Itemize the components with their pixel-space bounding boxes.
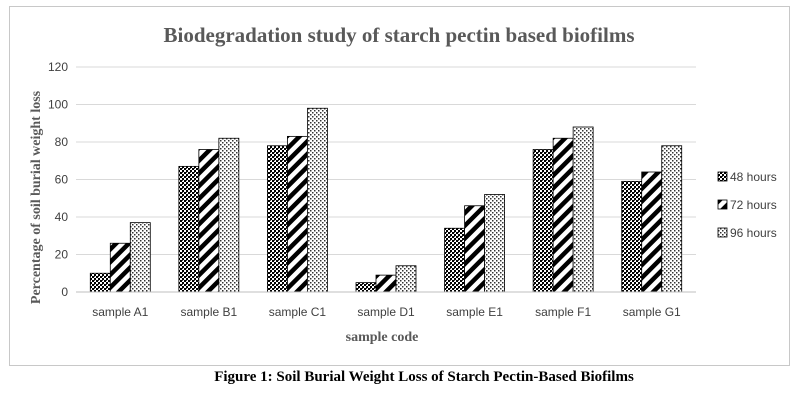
y-tick-label: 20 xyxy=(55,248,69,262)
y-axis-label: Percentage of soil burial weight loss xyxy=(29,90,44,304)
x-tick-label: sample G1 xyxy=(623,305,681,319)
bar-chart: Biodegradation study of starch pectin ba… xyxy=(29,23,777,345)
bar-48-hours-sample-B1 xyxy=(178,165,200,293)
bar-72-hours-sample-B1 xyxy=(198,149,220,293)
bar-72-hours-sample-A1 xyxy=(109,242,131,293)
x-tick-label: sample D1 xyxy=(357,305,415,319)
bar-72-hours-sample-D1 xyxy=(375,274,397,293)
legend-label: 72 hours xyxy=(730,198,777,212)
x-tick-label: sample A1 xyxy=(92,305,148,319)
y-tick-label: 60 xyxy=(55,173,69,187)
gridlines xyxy=(76,66,696,255)
x-tick-label: sample C1 xyxy=(269,305,327,319)
bar-48-hours-sample-A1 xyxy=(89,272,111,293)
x-tick-label: sample F1 xyxy=(535,305,591,319)
bar-72-hours-sample-E1 xyxy=(464,205,485,293)
bar-96-hours-sample-B1 xyxy=(218,137,240,293)
x-tick-label: sample B1 xyxy=(181,305,238,319)
y-tick-label: 40 xyxy=(55,210,69,224)
legend-swatch xyxy=(717,171,728,182)
x-tick-label: sample E1 xyxy=(446,305,503,319)
figure-caption: Figure 1: Soil Burial Weight Loss of Sta… xyxy=(214,369,634,385)
legend-label: 96 hours xyxy=(730,226,777,240)
chart-title: Biodegradation study of starch pectin ba… xyxy=(164,23,635,47)
legend-label: 48 hours xyxy=(730,170,777,184)
bar-48-hours-sample-G1 xyxy=(621,180,643,293)
x-axis-ticks: sample A1 sample B1 sample C1 sample D1 samp… xyxy=(92,305,681,319)
bar-72-hours-sample-F1 xyxy=(552,137,574,293)
bar-48-hours-sample-D1 xyxy=(355,282,377,293)
bar-96-hours-sample-G1 xyxy=(661,145,683,293)
bar-96-hours-sample-A1 xyxy=(129,222,151,293)
bar-96-hours-sample-D1 xyxy=(395,265,417,293)
legend-swatch xyxy=(717,227,728,238)
x-axis-label: sample code xyxy=(346,330,419,345)
y-tick-label: 100 xyxy=(48,98,68,112)
bar-96-hours-sample-C1 xyxy=(307,107,328,293)
y-axis-ticks: 0 20 40 60 80 100 120 xyxy=(48,60,68,299)
legend-swatch xyxy=(717,199,728,210)
bar-72-hours-sample-G1 xyxy=(641,171,663,293)
bar-48-hours-sample-C1 xyxy=(267,145,288,293)
bar-96-hours-sample-F1 xyxy=(572,126,594,293)
y-tick-label: 80 xyxy=(55,135,69,149)
bar-series xyxy=(89,107,683,293)
bar-48-hours-sample-F1 xyxy=(532,149,554,293)
y-tick-label: 0 xyxy=(61,285,68,299)
bar-96-hours-sample-E1 xyxy=(484,194,505,293)
legend: 48 hours 72 hours 96 hours xyxy=(717,170,777,240)
bar-48-hours-sample-E1 xyxy=(444,227,465,293)
bar-72-hours-sample-C1 xyxy=(287,135,308,293)
y-tick-label: 120 xyxy=(48,60,68,74)
